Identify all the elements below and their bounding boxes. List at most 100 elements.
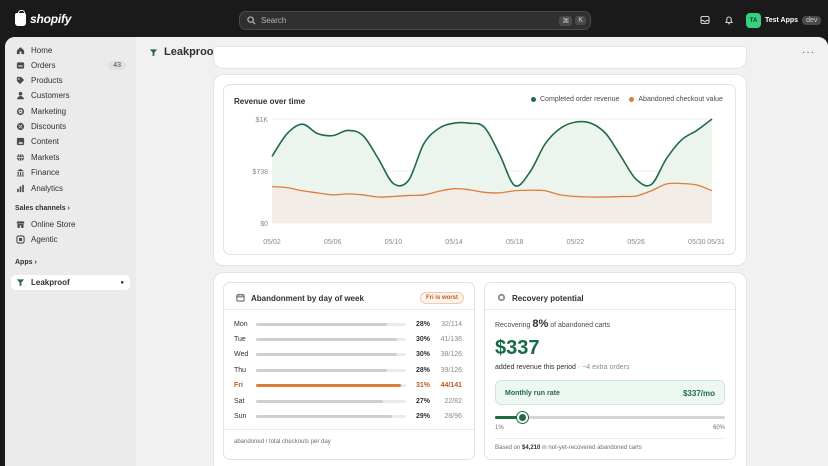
abandonment-title: Abandonment by day of week xyxy=(251,294,364,303)
sidebar-item-label: Discounts xyxy=(31,122,67,131)
abandonment-footnote: abandoned / total checkouts per day xyxy=(234,439,331,445)
content-icon xyxy=(16,137,25,146)
x-tick-label: 05/06 xyxy=(324,239,342,246)
day-label: Thu xyxy=(234,366,247,374)
basis-amount: $4,210 xyxy=(522,445,541,451)
sidebar-item-content[interactable]: Content xyxy=(11,134,130,149)
y-tick-label: $0 xyxy=(260,221,268,228)
x-tick-label: 05/26 xyxy=(627,239,645,246)
sidebar-item-products[interactable]: Products xyxy=(11,73,130,88)
day-row: Sat 27% 22/82 xyxy=(234,395,462,407)
search-icon xyxy=(247,16,256,25)
orders-count-badge: 43 xyxy=(108,61,126,70)
day-bar-fill xyxy=(256,384,402,388)
day-bar-fill xyxy=(256,414,392,418)
day-percent: 28% xyxy=(415,320,430,328)
sidebar-item-label: Customers xyxy=(31,91,70,100)
globe-icon xyxy=(16,153,25,162)
shortcut-key-k: K xyxy=(575,16,586,25)
x-tick-label: 05/30 xyxy=(688,239,706,246)
day-bar-track xyxy=(256,399,406,403)
day-bar-track xyxy=(256,414,406,418)
sidebar-item-discounts[interactable]: Discounts xyxy=(11,119,130,134)
recovery-slider-thumb[interactable] xyxy=(517,412,529,423)
day-row: Mon 28% 32/114 xyxy=(234,318,462,330)
day-bar-fill xyxy=(256,353,397,357)
recovery-panel: Recovery potential Recovering 8% of aban… xyxy=(484,282,736,460)
search-bar[interactable]: Search ⌘ K xyxy=(239,11,591,30)
day-label: Tue xyxy=(234,335,246,343)
revenue-line-chart: $1K $738 $0 05/02 05/06 05/10 05/14 05/18 05/22 0… xyxy=(252,117,725,246)
sidebar-item-markets[interactable]: Markets xyxy=(11,150,130,165)
sidebar-item-label: Marketing xyxy=(31,107,67,116)
recovery-title: Recovery potential xyxy=(512,294,584,303)
day-label: Sun xyxy=(234,412,247,420)
recovering-line: Recovering 8% of abandoned carts xyxy=(495,318,610,330)
x-tick-label: 05/02 xyxy=(263,239,281,246)
sidebar: Home Orders 43 Products Customers Market… xyxy=(5,37,136,466)
sidebar-item-home[interactable]: Home xyxy=(11,43,130,58)
logo-text: shopify xyxy=(30,12,72,26)
day-bar-track xyxy=(256,322,406,326)
page-header: Leakproof ··· xyxy=(136,37,828,67)
dev-badge: dev xyxy=(802,16,822,25)
day-label: Sat xyxy=(234,397,245,405)
sidebar-item-online-store[interactable]: Online Store xyxy=(11,217,130,232)
shopify-logo[interactable]: shopify xyxy=(15,9,72,26)
sidebar-item-leakproof[interactable]: Leakproof ● xyxy=(11,275,130,290)
sidebar-item-analytics[interactable]: Analytics xyxy=(11,181,130,196)
recovering-prefix: Recovering xyxy=(495,322,531,329)
bank-icon xyxy=(16,168,25,177)
legend-label-completed: Completed order revenue xyxy=(540,96,620,103)
more-actions-button[interactable]: ··· xyxy=(802,47,815,58)
bell-icon[interactable] xyxy=(724,15,734,25)
sidebar-item-finance[interactable]: Finance xyxy=(11,165,130,180)
sidebar-item-label: Online Store xyxy=(31,220,76,229)
revenue-card: Revenue over time Completed order revenu… xyxy=(214,75,746,265)
divider xyxy=(495,438,725,439)
leakproof-icon xyxy=(149,48,158,56)
legend-label-abandoned: Abandoned checkout value xyxy=(638,96,723,103)
shortcut-key-cmd: ⌘ xyxy=(559,15,573,26)
day-ratio: 32/114 xyxy=(441,320,462,328)
store-switcher[interactable]: TA Test Apps dev xyxy=(746,13,822,28)
shopify-bag-icon xyxy=(15,9,26,26)
day-bar-track xyxy=(256,337,406,341)
recovered-amount: $337 xyxy=(495,337,540,359)
run-rate-label: Monthly run rate xyxy=(505,390,560,397)
sales-channels-heading[interactable]: Sales channels › xyxy=(15,205,70,212)
x-tick-label: 05/18 xyxy=(506,239,524,246)
sidebar-item-label: Leakproof xyxy=(31,278,70,287)
sidebar-item-marketing[interactable]: Marketing xyxy=(11,104,130,119)
apps-heading[interactable]: Apps › xyxy=(15,259,37,266)
day-ratio: 41/136 xyxy=(440,335,462,343)
extra-orders-text: · ~4 extra orders xyxy=(577,364,630,371)
pin-dot-icon: ● xyxy=(120,279,124,286)
day-percent: 30% xyxy=(415,351,430,359)
sidebar-item-label: Home xyxy=(31,46,53,55)
previous-card xyxy=(214,47,746,68)
recovering-suffix: of abandoned carts xyxy=(550,322,611,329)
sidebar-item-agentic[interactable]: Agentic xyxy=(11,232,130,247)
legend-swatch-completed xyxy=(531,97,536,102)
basis-prefix: Based on xyxy=(495,445,521,451)
sidebar-item-customers[interactable]: Customers xyxy=(11,88,130,103)
x-tick-label: 05/31 xyxy=(707,239,725,246)
divider xyxy=(485,309,735,310)
recovery-basis-note: Based on $4,210 in not-yet-recovered aba… xyxy=(495,445,642,451)
sidebar-item-label: Content xyxy=(31,137,60,146)
store-icon xyxy=(16,221,25,228)
target-icon xyxy=(16,107,25,116)
day-percent: 28% xyxy=(415,366,430,374)
sidebar-item-orders[interactable]: Orders 43 xyxy=(11,58,130,73)
day-row: Tue 30% 41/136 xyxy=(234,333,462,345)
agentic-icon xyxy=(16,235,25,244)
day-ratio: 44/141 xyxy=(440,382,462,390)
recovery-slider-track[interactable] xyxy=(495,412,725,423)
chart-legend: Completed order revenue Abandoned checko… xyxy=(531,96,723,103)
day-ratio: 38/126 xyxy=(440,351,462,359)
day-row: Sun 29% 28/96 xyxy=(234,410,462,422)
inbox-icon[interactable] xyxy=(700,15,710,25)
store-name: Test Apps xyxy=(765,17,799,24)
abandonment-panel: Abandonment by day of week Fri is worst … xyxy=(223,282,475,460)
